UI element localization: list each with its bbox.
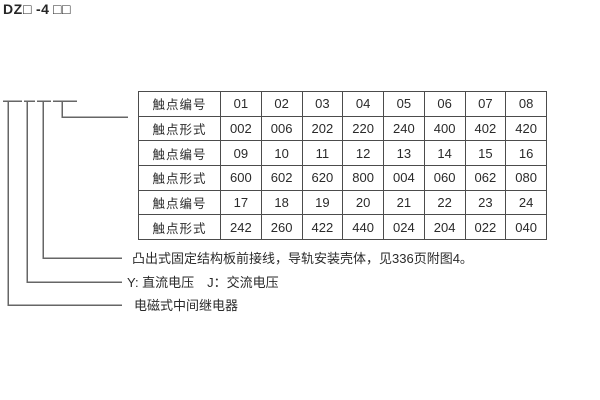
legend-relay-type-note: 电磁式中间继电器 [134, 298, 239, 313]
table-cell: 062 [464, 164, 507, 191]
table-cell: 004 [383, 164, 425, 191]
table-cell: 15 [464, 140, 507, 166]
table-cell: 12 [342, 140, 384, 166]
model-placeholder-box2: □□ [53, 1, 71, 17]
model-mid: -4 [36, 1, 50, 17]
table-cell: 060 [423, 164, 466, 191]
table-cell: 11 [301, 140, 344, 166]
table-cell: 21 [383, 189, 425, 216]
table-cell: 02 [260, 91, 303, 117]
table-cell: 242 [220, 214, 262, 240]
table-cell: 06 [423, 91, 466, 117]
table-cell: 002 [220, 115, 262, 142]
row-header-cell: 触点编号 [138, 140, 221, 166]
leader-to-legend3 [7, 101, 122, 306]
row-header-cell: 触点形式 [138, 214, 221, 240]
table-cell: 23 [464, 189, 507, 216]
table-cell: 17 [220, 189, 262, 216]
table-cell: 202 [301, 115, 344, 142]
table-cell: 024 [383, 214, 425, 240]
table-row: 触点编号 09 10 11 12 13 14 15 16 [138, 140, 547, 166]
table-cell: 006 [260, 115, 303, 142]
table-cell: 620 [301, 164, 344, 191]
table-cell: 260 [260, 214, 303, 240]
row-header-cell: 触点形式 [138, 164, 221, 191]
table-row: 触点编号 17 18 19 20 21 22 23 24 [138, 189, 547, 216]
table-cell: 240 [383, 115, 425, 142]
row-header-cell: 触点形式 [138, 115, 221, 142]
leader-to-legend2 [26, 101, 122, 283]
model-placeholder-box1: □ [23, 1, 32, 17]
table-cell: 08 [505, 91, 547, 117]
table-cell: 040 [505, 214, 547, 240]
row-header-cell: 触点编号 [138, 189, 221, 216]
table-row: 触点编号 01 02 03 04 05 06 07 08 [138, 91, 547, 117]
table-cell: 18 [260, 189, 303, 216]
table-cell: 400 [423, 115, 466, 142]
table-cell: 01 [220, 91, 262, 117]
table-cell: 13 [383, 140, 425, 166]
model-code: DZ □ -4 □□ [0, 0, 120, 20]
leader-to-table [61, 101, 128, 118]
table-cell: 20 [342, 189, 384, 216]
table-cell: 220 [342, 115, 384, 142]
table-cell: 022 [464, 214, 507, 240]
table-cell: 080 [505, 164, 547, 191]
table-cell: 440 [342, 214, 384, 240]
row-header-cell: 触点编号 [138, 91, 221, 117]
table-cell: 600 [220, 164, 262, 191]
table-cell: 09 [220, 140, 262, 166]
table-row: 触点形式 600 602 620 800 004 060 062 080 [138, 164, 547, 191]
leader-to-legend1 [42, 101, 122, 259]
table-cell: 602 [260, 164, 303, 191]
table-cell: 14 [423, 140, 466, 166]
table-cell: 16 [505, 140, 547, 166]
table-cell: 10 [260, 140, 303, 166]
table-cell: 03 [301, 91, 344, 117]
table-cell: 04 [342, 91, 384, 117]
contact-table: 触点编号 01 02 03 04 05 06 07 08 触点形式 002 00… [138, 91, 547, 240]
legend-structure-note: 凸出式固定结构板前接线，导轨安装壳体，见336页附图4。 [132, 251, 473, 266]
table-cell: 22 [423, 189, 466, 216]
table-cell: 420 [505, 115, 547, 142]
table-cell: 800 [342, 164, 384, 191]
table-row: 触点形式 002 006 202 220 240 400 402 420 [138, 115, 547, 142]
table-cell: 19 [301, 189, 344, 216]
table-cell: 07 [464, 91, 507, 117]
legend-voltage-note: Y: 直流电压 J：交流电压 [127, 275, 279, 290]
table-cell: 422 [301, 214, 344, 240]
table-cell: 204 [423, 214, 466, 240]
table-cell: 05 [383, 91, 425, 117]
table-cell: 24 [505, 189, 547, 216]
table-row: 触点形式 242 260 422 440 024 204 022 040 [138, 214, 547, 240]
model-prefix: DZ [3, 1, 23, 17]
table-cell: 402 [464, 115, 507, 142]
